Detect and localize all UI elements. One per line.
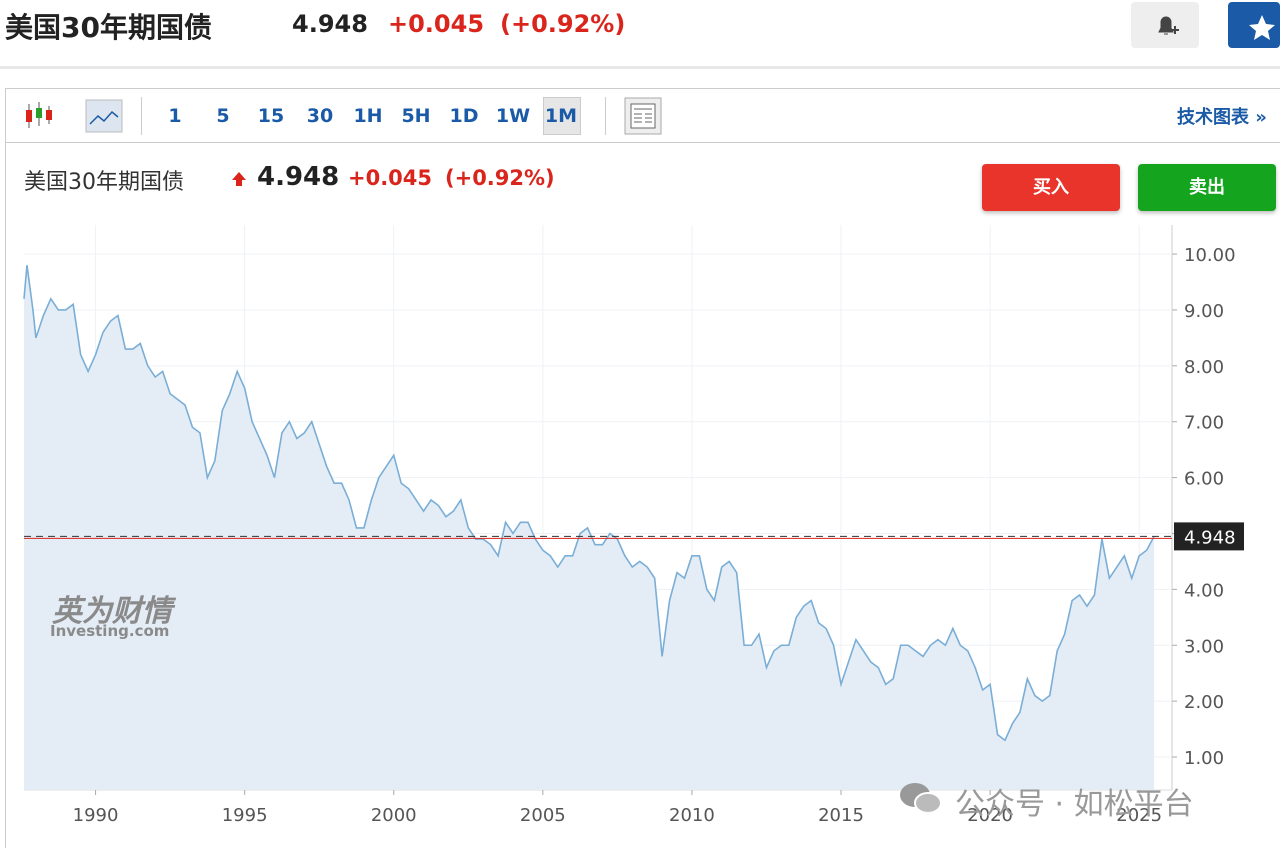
toolbar bbox=[5, 88, 1280, 143]
price: 4.948 bbox=[292, 10, 368, 38]
line bbox=[23, 265, 1155, 742]
chart-price: 4.948 bbox=[257, 162, 340, 192]
sell-button[interactable]: 卖出 bbox=[1138, 164, 1276, 211]
title: 美国30年期国债 bbox=[5, 11, 212, 44]
y-tick-label: 4.00 bbox=[1184, 580, 1224, 601]
watchlist-button[interactable] bbox=[1228, 2, 1280, 48]
interval[interactable]: 1 bbox=[168, 105, 182, 127]
alert-button[interactable] bbox=[1131, 2, 1199, 48]
x-tick-label: 1990 bbox=[73, 805, 119, 826]
y-tick-label: 9.00 bbox=[1184, 301, 1224, 322]
y-tick-label: 3.00 bbox=[1184, 636, 1224, 657]
chart-change: +0.045 bbox=[348, 166, 433, 190]
x-tick-label: 2020 bbox=[967, 805, 1013, 826]
logo-cn: 英为财情 bbox=[52, 594, 172, 629]
change-pct: (+0.92%) bbox=[500, 10, 626, 38]
active-interval bbox=[543, 97, 581, 135]
interval[interactable]: 15 bbox=[257, 105, 285, 127]
layout-icon[interactable] bbox=[624, 97, 662, 135]
interval[interactable]: 1D bbox=[449, 105, 479, 127]
tech-chart-link[interactable]: 技术图表 » bbox=[1177, 107, 1267, 128]
interval[interactable]: 1W bbox=[495, 105, 531, 127]
y-tick-label: 10.00 bbox=[1184, 245, 1236, 266]
interval[interactable]: 30 bbox=[306, 105, 334, 127]
separator bbox=[605, 97, 606, 135]
last-price-label: 4.948 bbox=[1184, 527, 1236, 548]
x-tick-label: 2015 bbox=[818, 805, 864, 826]
logo-en: Investing.com bbox=[50, 622, 170, 640]
y-tick-label: 6.00 bbox=[1184, 469, 1224, 490]
divider bbox=[0, 66, 1280, 69]
x-tick-label: 2005 bbox=[520, 805, 566, 826]
y-tick-label: 7.00 bbox=[1184, 413, 1224, 434]
y-tick-label: 1.00 bbox=[1184, 748, 1224, 769]
interval[interactable]: 1M bbox=[544, 105, 578, 127]
interval[interactable]: 5H bbox=[401, 105, 431, 127]
watermark: 公众号 · 如松平台 bbox=[955, 787, 1194, 822]
x-tick-label: 2000 bbox=[371, 805, 417, 826]
change: +0.045 bbox=[388, 10, 485, 38]
up-arrow bbox=[232, 172, 246, 186]
last-price-box bbox=[1174, 522, 1244, 551]
area bbox=[24, 265, 1155, 790]
chart-title: 美国30年期国债 bbox=[24, 170, 184, 195]
y-tick-label: 8.00 bbox=[1184, 357, 1224, 378]
chart-change-pct: (+0.92%) bbox=[445, 166, 555, 190]
separator bbox=[141, 97, 142, 135]
frame bbox=[5, 142, 6, 848]
x-tick-label: 2025 bbox=[1116, 805, 1162, 826]
wechat-icon bbox=[900, 783, 942, 814]
chart-type-icons bbox=[26, 99, 123, 133]
y-tick-label: 2.00 bbox=[1184, 692, 1224, 713]
interval[interactable]: 5 bbox=[216, 105, 230, 127]
interval[interactable]: 1H bbox=[353, 105, 383, 127]
x-tick-label: 2010 bbox=[669, 805, 715, 826]
buy-button[interactable]: 买入 bbox=[982, 164, 1120, 211]
x-tick-label: 1995 bbox=[222, 805, 268, 826]
